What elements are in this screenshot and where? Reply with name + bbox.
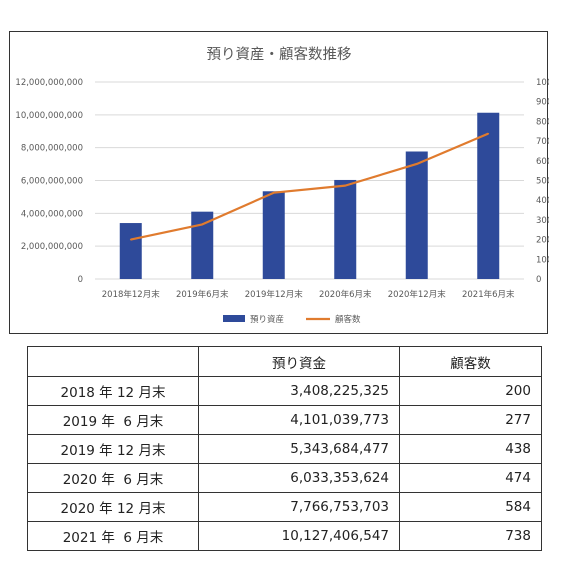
left-axis-tick-label: 8,000,000,000 [21,144,83,154]
row-assets: 3,408,225,325 [198,376,400,406]
row-assets: 4,101,039,773 [198,405,400,435]
bar [119,223,142,279]
bar [477,112,500,279]
bar [405,151,428,279]
left-axis-tick-label: 2,000,000,000 [21,242,83,252]
right-axis-tick-label: 500 [536,177,549,187]
left-axis-tick-label: 10,000,000,000 [15,111,83,121]
customer-line [130,132,489,241]
row-customers: 474 [399,463,542,493]
legend-swatch-bar [223,315,245,322]
table-row: 2020 年 12 月末 7,766,753,703 584 [27,492,542,522]
combo-chart: 預り資産・顧客数推移 0 2,000,000,000 4,000,000,000 6,… [15,46,549,325]
table-row: 2021 年 6 月末 10,127,406,547 738 [27,521,542,551]
row-assets: 6,033,353,624 [198,463,400,493]
legend-label-assets: 預り資産 [250,314,284,325]
row-period: 2021 年 6 月末 [27,521,199,551]
x-axis-tick-label: 2019年6月末 [176,289,229,300]
left-axis-tick-label: 4,000,000,000 [21,209,83,219]
table-row: 2019 年 6 月末 4,101,039,773 277 [27,405,542,435]
line-point [272,191,275,194]
table-row: 2018 年 12 月末 3,408,225,325 200 [27,376,542,406]
row-customers: 277 [399,405,542,435]
chart-frame: 預り資産・顧客数推移 0 2,000,000,000 4,000,000,000 6,… [9,31,549,334]
header-assets: 預り資金 [198,346,400,377]
x-axis-tick-label: 2019年12月末 [245,289,303,300]
bar [191,211,214,279]
bar [334,179,357,279]
right-axis-tick-label: 0 [536,275,541,285]
x-axis-tick-label: 2020年6月末 [319,289,372,300]
line-point [129,238,132,241]
right-axis-tick-label: 900 [536,98,549,108]
chart-title: 預り資産・顧客数推移 [207,46,352,63]
x-axis-tick-label: 2020年12月末 [388,289,446,300]
left-axis-tick-label: 6,000,000,000 [21,177,83,187]
row-customers: 438 [399,434,542,464]
left-axis-tick-label: 0 [78,275,83,285]
row-customers: 738 [399,521,542,551]
line-point [487,132,490,135]
right-axis-tick-label: 100 [536,255,549,265]
data-table: 預り資金 顧客数 2018 年 12 月末 3,408,225,325 200 … [27,346,542,551]
right-axis-tick-label: 600 [536,157,549,167]
right-axis-tick-label: 1000 [536,78,549,88]
table-row: 2020 年 6 月末 6,033,353,624 474 [27,463,542,493]
right-axis-tick-label: 700 [536,137,549,147]
left-axis-tick-label: 12,000,000,000 [15,78,83,88]
line-point [415,163,418,165]
line-point [201,223,204,226]
row-period: 2018 年 12 月末 [27,376,199,406]
table-header-row: 預り資金 顧客数 [27,346,542,377]
header-period [27,346,199,377]
row-period: 2020 年 12 月末 [27,492,199,522]
line-point [344,184,347,187]
row-assets: 7,766,753,703 [198,492,400,522]
right-axis-tick-label: 300 [536,216,549,226]
row-period: 2019 年 12 月末 [27,434,199,464]
row-assets: 10,127,406,547 [198,521,400,551]
x-axis-tick-label: 2021年6月末 [462,289,515,300]
bar [262,191,285,279]
row-period: 2020 年 6 月末 [27,463,199,493]
header-customers: 顧客数 [399,346,542,377]
right-axis-tick-label: 800 [536,117,549,127]
row-customers: 200 [399,376,542,406]
table-row: 2019 年 12 月末 5,343,684,477 438 [27,434,542,464]
x-axis-tick-label: 2018年12月末 [102,289,160,300]
right-axis-tick-label: 200 [536,236,549,246]
legend-label-customers: 顧客数 [335,314,361,325]
right-axis-tick-label: 400 [536,196,549,206]
row-period: 2019 年 6 月末 [27,405,199,435]
row-assets: 5,343,684,477 [198,434,400,464]
row-customers: 584 [399,492,542,522]
